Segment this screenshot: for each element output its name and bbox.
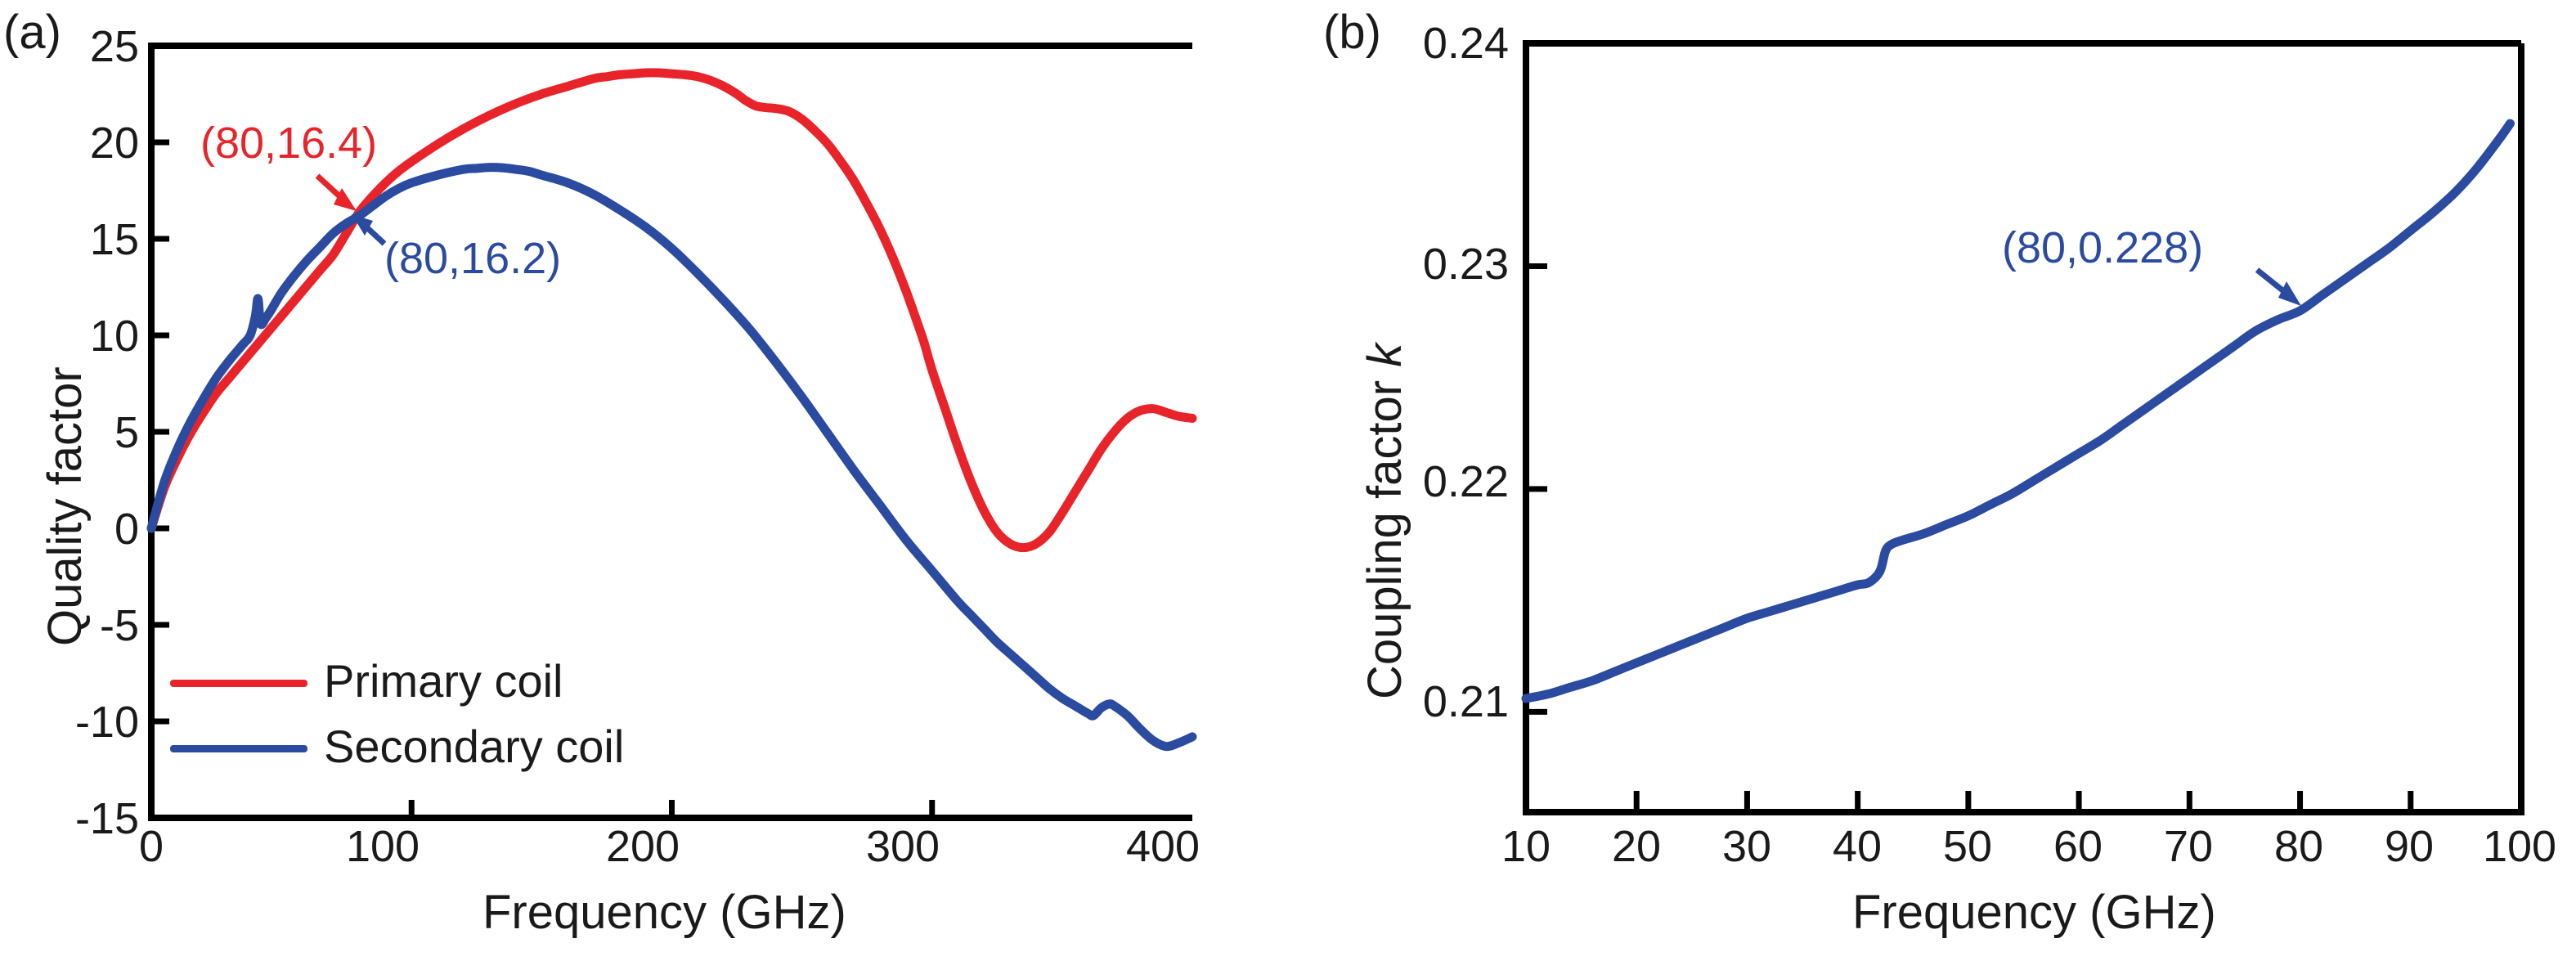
panel-a-ytick-neg15: -15 (74, 794, 139, 843)
legend-label-primary-coil: Primary coil (324, 655, 563, 707)
panel-b-annotation-coupling: (80,0.228) (2002, 223, 2204, 272)
panel-b-ytick-022: 0.22 (1422, 457, 1509, 506)
panel-b-xtick-50: 50 (1942, 822, 1993, 871)
panel-a-xtick-400: 400 (1125, 822, 1200, 871)
panel-b-y-axis-title: Coupling factor k (1358, 344, 1412, 699)
arrow-line-primary (315, 173, 349, 205)
panel-b-ytick-023: 0.23 (1422, 240, 1509, 289)
panel-b-ticks (1526, 263, 2414, 812)
panel-a-ytick-25: 25 (89, 22, 139, 71)
panel-a-xtick-300: 300 (865, 822, 940, 871)
panel-b-xtick-100: 100 (2482, 822, 2557, 871)
panel-b-axis-frame (1523, 40, 2524, 815)
panel-b-label: (b) (1323, 6, 1381, 59)
legend-swatch-primary-coil (170, 680, 307, 687)
panel-b-ytick-024: 0.24 (1422, 19, 1509, 68)
panel-b-curves (1521, 119, 2515, 703)
curve-coupling-factor (1521, 119, 2515, 703)
panel-a-ytick-10: 10 (89, 312, 139, 361)
panel-a-xtick-100: 100 (345, 822, 420, 871)
panel-b-arrows (2255, 267, 2301, 306)
panel-b-axes (1523, 40, 2524, 815)
arrow-line-secondary (359, 220, 387, 246)
panel-a-arrows (315, 173, 387, 246)
panel-a-ytick-15: 15 (89, 215, 139, 264)
arrow-line-coupling (2255, 267, 2292, 299)
panel-b-xtick-20: 20 (1611, 822, 1662, 871)
panel-a-x-axis-title: Frequency (GHz) (482, 886, 846, 939)
panel-a-xtick-0: 0 (138, 822, 164, 871)
panel-b-ytick-021: 0.21 (1422, 677, 1509, 726)
panel-a-ytick-20: 20 (89, 119, 139, 168)
panel-b-x-axis-title: Frequency (GHz) (1852, 886, 2216, 939)
arrow-head-primary (334, 188, 357, 211)
panel-b-xtick-30: 30 (1721, 822, 1772, 871)
panel-b-xtick-90: 90 (2384, 822, 2435, 871)
panel-b-xtick-80: 80 (2273, 822, 2324, 871)
panel-b-y-axis-title-prefix: Coupling factor (1358, 366, 1411, 699)
panel-a-ytick-5: 5 (114, 408, 139, 457)
panel-b-xtick-10: 10 (1501, 822, 1551, 871)
panel-b-xtick-70: 70 (2163, 822, 2214, 871)
legend-swatch-secondary-coil (170, 745, 307, 752)
panel-a-ytick-neg10: -10 (74, 698, 139, 747)
arrow-head-coupling (2278, 281, 2301, 306)
curve-secondary-coil (146, 163, 1197, 752)
panel-a-xtick-200: 200 (605, 822, 680, 871)
panel-b-xtick-40: 40 (1832, 822, 1883, 871)
panel-a-annotation-secondary: (80,16.2) (384, 234, 562, 283)
panel-a-curves (146, 68, 1197, 752)
panel-b-xtick-60: 60 (2053, 822, 2103, 871)
panel-b-y-axis-title-symbol: k (1358, 343, 1411, 367)
arrow-head-secondary (352, 214, 373, 236)
panel-a-annotation-primary: (80,16.4) (200, 119, 378, 168)
panel-a-ytick-neg5: -5 (99, 601, 139, 650)
panel-a-label: (a) (3, 6, 61, 59)
legend-label-secondary-coil: Secondary coil (324, 721, 625, 772)
panel-a-ytick-0: 0 (114, 505, 139, 554)
